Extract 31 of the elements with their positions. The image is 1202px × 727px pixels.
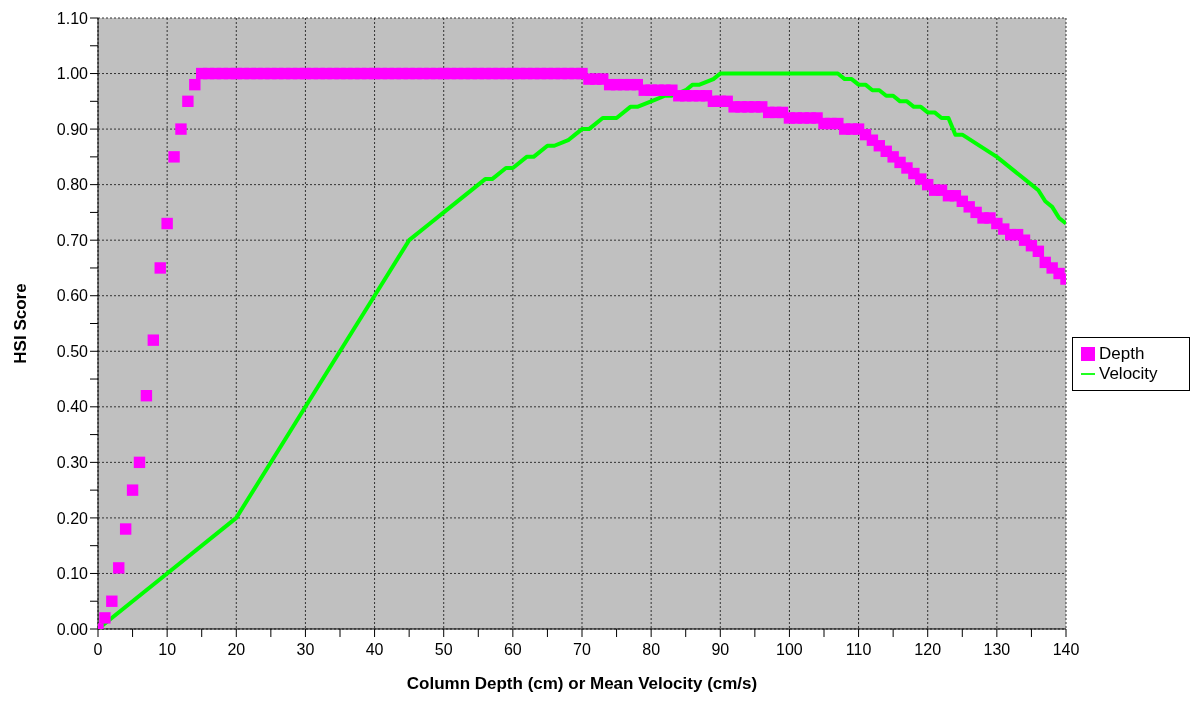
y-tick-label: 1.10 — [56, 9, 89, 27]
x-tick-label: 10 — [158, 641, 177, 658]
y-tick-label: 0.80 — [56, 176, 89, 194]
x-tick-label: 100 — [776, 641, 803, 658]
legend-label: Depth — [1099, 343, 1145, 363]
x-tick-label: 70 — [573, 641, 591, 658]
x-tick-label: 120 — [914, 641, 942, 658]
x-tick-label: 40 — [365, 641, 384, 658]
y-tick-label: 0.90 — [56, 120, 89, 138]
x-tick-label: 30 — [296, 641, 315, 658]
x-tick-label: 90 — [711, 641, 730, 658]
y-tick-label: 0.60 — [56, 287, 89, 305]
x-tick-label: 130 — [983, 641, 1011, 658]
y-tick-label: 0.50 — [56, 342, 89, 360]
y-tick-label: 0.30 — [56, 454, 89, 472]
y-tick-label: 0.40 — [56, 398, 89, 416]
y-tick-label: 0.10 — [56, 565, 89, 583]
legend-label: Velocity — [1099, 363, 1158, 383]
y-tick-label: 0.70 — [56, 231, 89, 249]
x-tick-label: 60 — [503, 641, 522, 658]
y-tick-label: 0.20 — [56, 509, 89, 527]
x-tick-label: 50 — [434, 641, 453, 658]
x-tick-label: 80 — [642, 641, 661, 658]
x-axis-title: Column Depth (cm) or Mean Velocity (cm/s) — [406, 674, 758, 693]
x-tick-label: 110 — [845, 641, 872, 658]
y-tick-label: 0.00 — [56, 620, 89, 638]
x-tick-label: 0 — [93, 641, 103, 658]
x-tick-label: 140 — [1052, 641, 1080, 658]
x-tick-label: 20 — [227, 641, 246, 658]
y-axis-title: HSI Score — [11, 283, 31, 364]
y-tick-label: 1.00 — [56, 65, 89, 83]
